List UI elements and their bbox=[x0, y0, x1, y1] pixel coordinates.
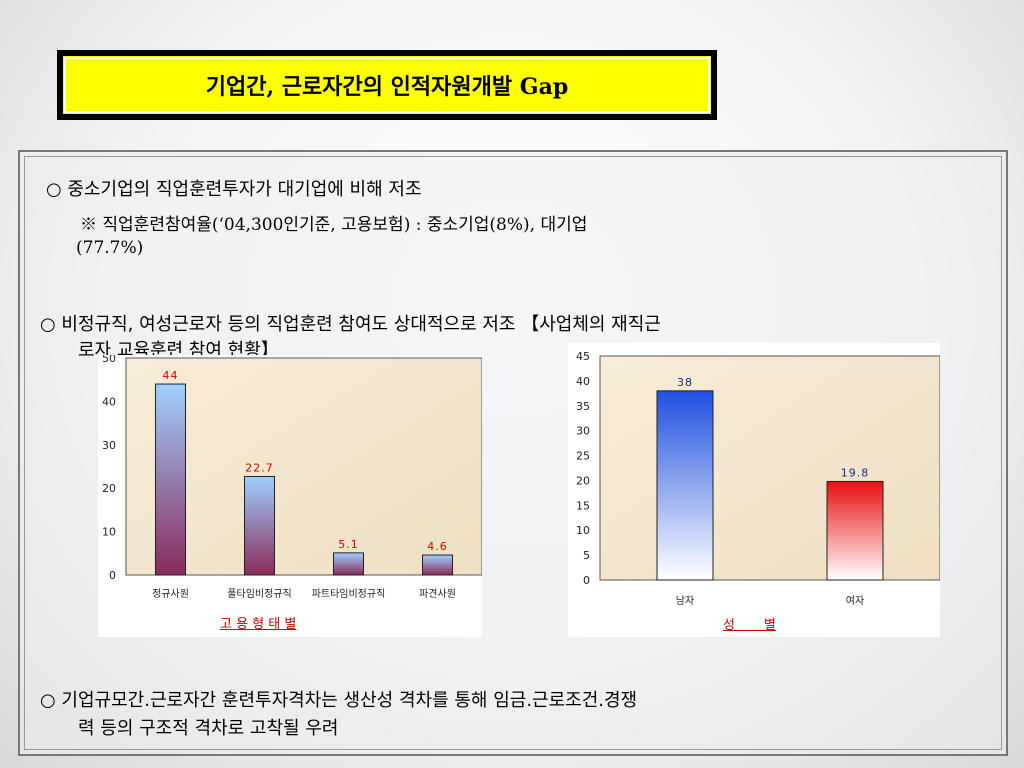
y-tick-label: 10 bbox=[576, 524, 590, 537]
y-tick-label: 20 bbox=[576, 474, 590, 487]
x-tick-label: 정규사원 bbox=[152, 588, 189, 600]
y-tick-label: 30 bbox=[102, 439, 116, 452]
y-tick-label: 5 bbox=[583, 549, 590, 562]
chart-employment-xlabel: 고 용 형 태 별 bbox=[220, 617, 297, 632]
x-tick-label: 여자 bbox=[846, 595, 864, 607]
chart-gender-svg: 0 5 10 15 20 25 30 35 40 45 38 남자 19.8 여자 bbox=[576, 350, 940, 607]
y-tick-label: 40 bbox=[102, 395, 116, 408]
bullet-sme-training: ○ 중소기업의 직업훈련투자가 대기업에 비해 저조 bbox=[46, 179, 422, 200]
chart-employment-type: 0 10 20 30 40 50 44 정규사원 22.7 풀타임비정규직 5.1 파트타임비정규직 4… bbox=[98, 355, 482, 637]
bullet-note-line2: (77.7%) bbox=[76, 238, 144, 258]
bullet-gap-line2: 력 등의 구조적 격차로 고착될 우려 bbox=[78, 718, 339, 739]
x-tick-label: 풀타임비정규직 bbox=[227, 587, 291, 600]
bar bbox=[244, 475, 275, 576]
y-tick-label: 20 bbox=[102, 482, 116, 495]
x-tick-label: 남자 bbox=[676, 595, 694, 607]
data-label: 38 bbox=[677, 376, 693, 389]
y-tick-label: 45 bbox=[576, 350, 590, 363]
bullet-gap-line1: ○ 기업규모간.근로자간 훈련투자격차는 생산성 격차를 통해 임금.근로조건.… bbox=[40, 690, 638, 711]
y-tick-label: 0 bbox=[583, 574, 590, 587]
chart-gender: 0 5 10 15 20 25 30 35 40 45 38 남자 19.8 여자 성 별 bbox=[568, 343, 940, 637]
data-label: 44 bbox=[163, 369, 179, 382]
data-label: 19.8 bbox=[841, 466, 870, 479]
x-tick-label: 파트타임비정규직 bbox=[312, 587, 386, 600]
y-tick-label: 0 bbox=[109, 569, 116, 582]
x-tick-label: 파견사원 bbox=[419, 588, 456, 600]
y-tick-label: 25 bbox=[576, 450, 590, 463]
page-title: 기업간, 근로자간의 인적자원개발 Gap bbox=[61, 54, 713, 116]
y-tick-label: 15 bbox=[576, 499, 590, 512]
plot-area bbox=[599, 355, 940, 581]
bullet-note-line1: ※ 직업훈련참여율(‘04,300인기준, 고용보험) : 중소기업(8%), … bbox=[80, 215, 588, 235]
y-tick-label: 30 bbox=[576, 425, 590, 438]
data-label: 22.7 bbox=[245, 461, 274, 474]
title-banner: 기업간, 근로자간의 인적자원개발 Gap bbox=[57, 50, 717, 120]
y-tick-label: 40 bbox=[576, 375, 590, 388]
bar bbox=[333, 552, 364, 576]
content-panel-inner bbox=[24, 156, 1002, 750]
y-tick-label: 35 bbox=[576, 400, 590, 413]
y-tick-label: 10 bbox=[102, 526, 116, 539]
chart-employment-type-svg: 0 10 20 30 40 50 44 정규사원 22.7 풀타임비정규직 5.1 파트타임비정규직 4… bbox=[102, 355, 482, 600]
bullet-nonregular-line1: ○ 비정규직, 여성근로자 등의 직업훈련 참여도 상대적으로 저조 【사업체의… bbox=[40, 314, 661, 335]
chart-gender-xlabel: 성 별 bbox=[723, 618, 776, 633]
data-label: 5.1 bbox=[338, 538, 359, 551]
data-label: 4.6 bbox=[427, 540, 448, 553]
y-tick-label: 50 bbox=[102, 355, 116, 365]
bar bbox=[155, 383, 186, 576]
bar bbox=[826, 480, 884, 581]
bar bbox=[656, 390, 714, 581]
bar bbox=[422, 554, 453, 576]
